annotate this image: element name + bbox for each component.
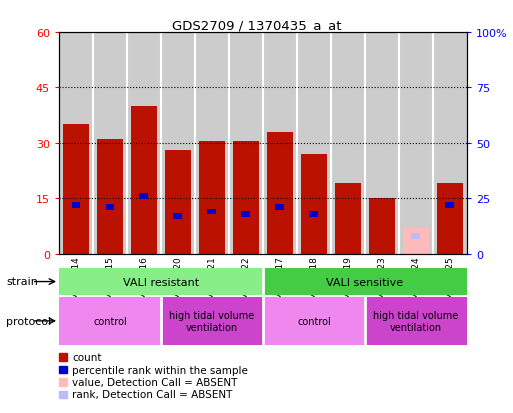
Text: rank, Detection Call = ABSENT: rank, Detection Call = ABSENT	[72, 389, 233, 399]
Bar	[263, 297, 365, 345]
Bar	[411, 234, 420, 239]
Bar	[131, 107, 156, 254]
Text: GDS2709 / 1370435_a_at: GDS2709 / 1370435_a_at	[172, 19, 341, 31]
Bar	[403, 228, 428, 254]
Bar	[445, 203, 455, 208]
Bar	[242, 211, 250, 217]
Bar	[59, 268, 263, 295]
Bar	[199, 142, 225, 254]
Text: VALI sensitive: VALI sensitive	[326, 277, 403, 287]
Bar	[195, 33, 229, 254]
Text: strain: strain	[6, 277, 38, 287]
Text: count: count	[72, 352, 102, 362]
Bar	[233, 142, 259, 254]
Text: value, Detection Call = ABSENT: value, Detection Call = ABSENT	[72, 377, 238, 387]
Bar	[161, 33, 195, 254]
Bar	[229, 33, 263, 254]
Bar	[399, 33, 433, 254]
Bar	[433, 33, 467, 254]
Text: protocol: protocol	[6, 316, 51, 326]
Bar	[59, 297, 161, 345]
Text: high tidal volume
ventilation: high tidal volume ventilation	[169, 310, 254, 332]
Bar	[263, 268, 467, 295]
Bar	[93, 33, 127, 254]
Bar	[161, 297, 263, 345]
Bar	[331, 33, 365, 254]
Bar	[335, 184, 361, 254]
Bar	[127, 33, 161, 254]
Bar	[97, 140, 123, 254]
Text: high tidal volume
ventilation: high tidal volume ventilation	[373, 310, 459, 332]
Bar	[297, 33, 331, 254]
Bar	[263, 33, 297, 254]
Text: control: control	[297, 316, 331, 326]
Bar	[63, 125, 89, 254]
Bar	[140, 194, 148, 199]
Bar	[309, 211, 319, 217]
Bar	[369, 199, 394, 254]
Bar	[71, 203, 81, 208]
Bar	[365, 297, 467, 345]
Bar	[207, 209, 216, 215]
Bar	[165, 151, 191, 254]
Text: control: control	[93, 316, 127, 326]
Bar	[437, 184, 463, 254]
Bar	[59, 33, 93, 254]
Bar	[267, 133, 292, 254]
Text: VALI resistant: VALI resistant	[123, 277, 199, 287]
Bar	[173, 214, 183, 219]
Bar	[365, 33, 399, 254]
Text: percentile rank within the sample: percentile rank within the sample	[72, 365, 248, 375]
Bar	[275, 205, 284, 210]
Bar	[301, 154, 327, 254]
Bar	[106, 205, 114, 210]
